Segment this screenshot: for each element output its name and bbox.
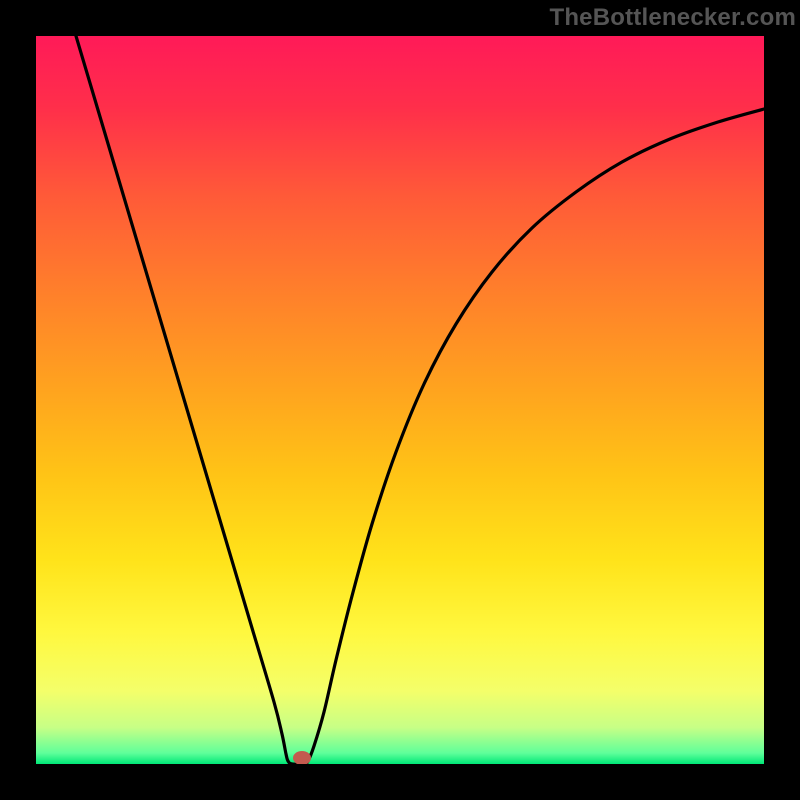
chart-svg [36,36,764,764]
bottleneck-curve [76,36,764,764]
optimal-point-marker [293,751,311,764]
plot-area [36,36,764,764]
chart-frame: TheBottlenecker.com [0,0,800,800]
watermark-text: TheBottlenecker.com [549,4,796,32]
